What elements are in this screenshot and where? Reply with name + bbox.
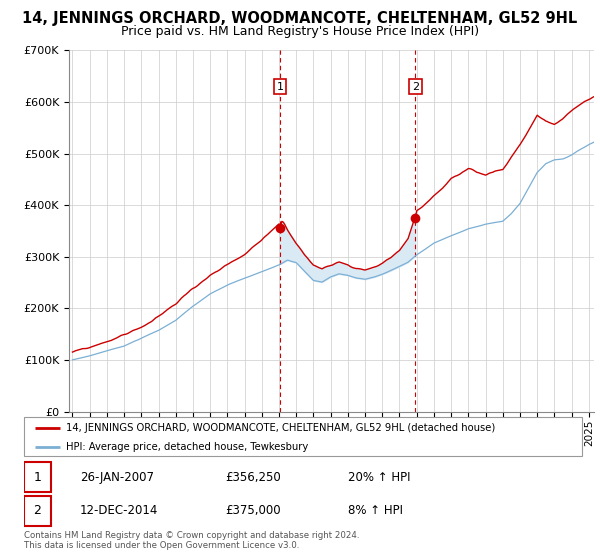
Text: Price paid vs. HM Land Registry's House Price Index (HPI): Price paid vs. HM Land Registry's House … (121, 25, 479, 38)
FancyBboxPatch shape (24, 496, 51, 526)
Text: 2: 2 (34, 504, 41, 517)
FancyBboxPatch shape (24, 417, 582, 456)
Text: 12-DEC-2014: 12-DEC-2014 (80, 504, 158, 517)
Text: Contains HM Land Registry data © Crown copyright and database right 2024.
This d: Contains HM Land Registry data © Crown c… (24, 531, 359, 550)
Text: 8% ↑ HPI: 8% ↑ HPI (347, 504, 403, 517)
Text: £375,000: £375,000 (225, 504, 281, 517)
Text: 26-JAN-2007: 26-JAN-2007 (80, 470, 154, 484)
Text: 1: 1 (277, 82, 284, 91)
Text: 1: 1 (34, 470, 41, 484)
Text: 14, JENNINGS ORCHARD, WOODMANCOTE, CHELTENHAM, GL52 9HL (detached house): 14, JENNINGS ORCHARD, WOODMANCOTE, CHELT… (66, 423, 495, 433)
Text: £356,250: £356,250 (225, 470, 281, 484)
Text: 14, JENNINGS ORCHARD, WOODMANCOTE, CHELTENHAM, GL52 9HL: 14, JENNINGS ORCHARD, WOODMANCOTE, CHELT… (22, 11, 578, 26)
Text: HPI: Average price, detached house, Tewkesbury: HPI: Average price, detached house, Tewk… (66, 442, 308, 451)
FancyBboxPatch shape (24, 462, 51, 492)
Text: 2: 2 (412, 82, 419, 91)
Text: 20% ↑ HPI: 20% ↑ HPI (347, 470, 410, 484)
